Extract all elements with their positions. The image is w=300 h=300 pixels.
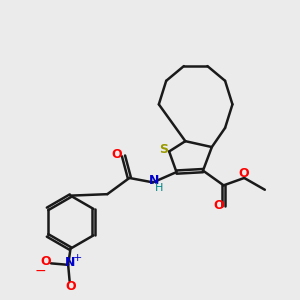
Text: O: O [238,167,249,180]
Text: N: N [65,256,76,269]
Text: O: O [213,200,224,212]
Text: H: H [155,183,164,193]
Text: +: + [72,254,82,263]
Text: O: O [65,280,76,293]
Text: S: S [159,143,168,157]
Text: N: N [148,174,159,187]
Text: −: − [35,264,46,278]
Text: O: O [112,148,122,161]
Text: O: O [40,255,51,268]
